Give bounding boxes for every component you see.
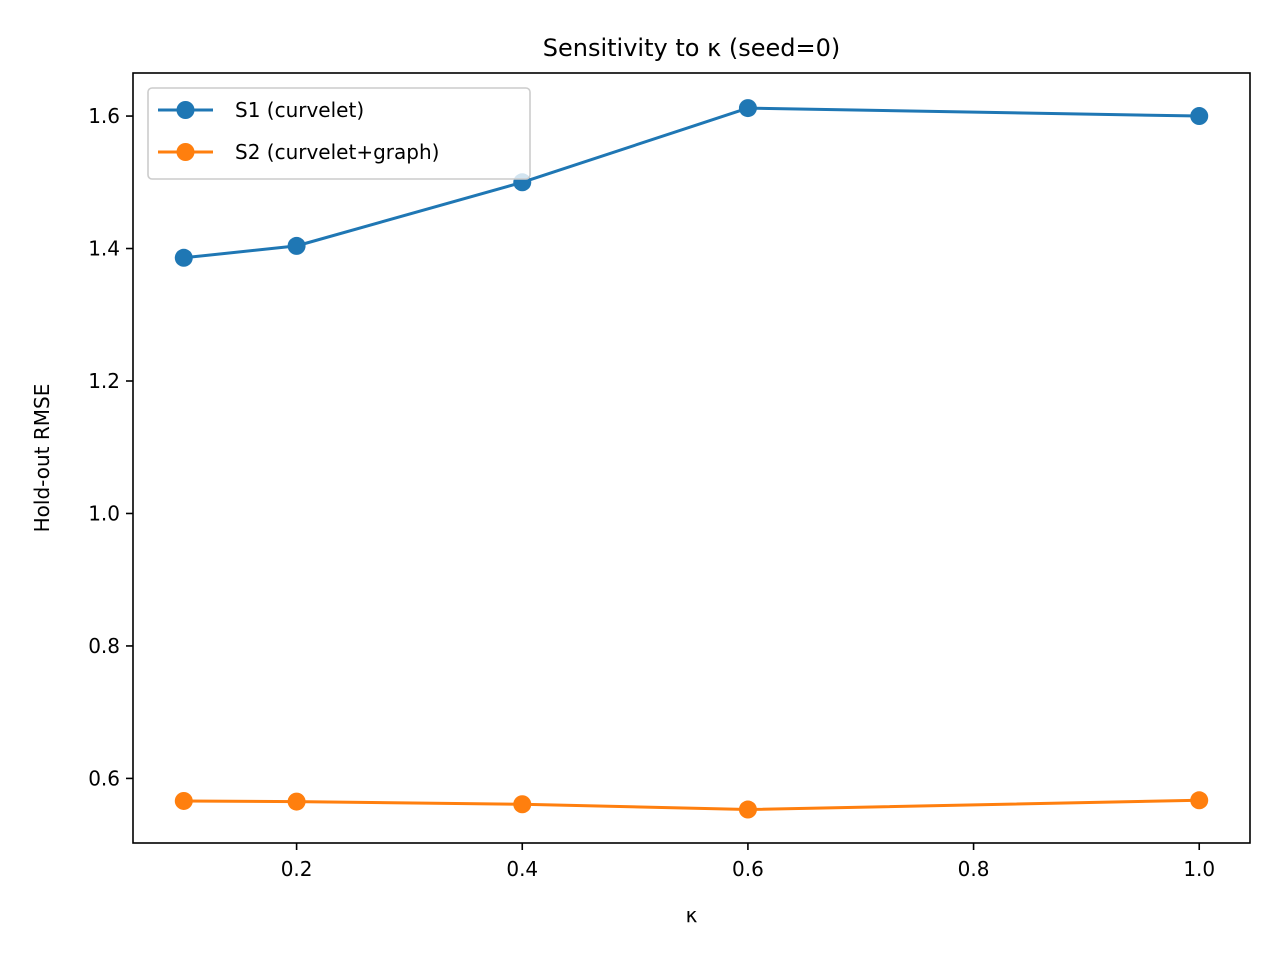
y-tick-label: 1.0 bbox=[88, 501, 120, 525]
plot-area-frame bbox=[132, 72, 1251, 844]
x-tick-label: 1.0 bbox=[1183, 857, 1215, 881]
x-tick-label: 0.6 bbox=[732, 857, 764, 881]
x-tick-label: 0.2 bbox=[281, 857, 313, 881]
data-point-s2 bbox=[287, 792, 306, 811]
legend-label-s1: S1 (curvelet) bbox=[235, 98, 364, 122]
data-point-s1 bbox=[1190, 107, 1209, 126]
series-layer bbox=[174, 99, 1209, 819]
x-axis-label: κ bbox=[686, 903, 698, 927]
y-tick-label: 0.6 bbox=[88, 766, 120, 790]
y-axis: 0.6 0.8 1.0 1.2 1.4 1.6 bbox=[88, 104, 133, 790]
y-tick-label: 1.4 bbox=[88, 237, 120, 261]
y-tick-label: 1.6 bbox=[88, 104, 120, 128]
data-point-s2 bbox=[738, 800, 757, 819]
legend-marker-s1 bbox=[176, 101, 195, 119]
data-point-s1 bbox=[287, 236, 306, 255]
data-point-s2 bbox=[174, 791, 193, 810]
chart-title: Sensitivity to κ (seed=0) bbox=[543, 34, 840, 62]
x-tick-label: 0.8 bbox=[958, 857, 990, 881]
series-line-s2 bbox=[183, 798, 1200, 812]
x-tick-label: 0.4 bbox=[506, 857, 538, 881]
legend-label-s2: S2 (curvelet+graph) bbox=[235, 140, 439, 164]
data-point-s2 bbox=[1190, 791, 1209, 810]
data-point-s2 bbox=[513, 795, 532, 814]
y-tick-label: 1.2 bbox=[88, 369, 120, 393]
y-axis-label: Hold-out RMSE bbox=[30, 384, 54, 533]
data-point-s1 bbox=[738, 99, 757, 118]
data-point-s1 bbox=[174, 248, 193, 267]
legend: S1 (curvelet) S2 (curvelet+graph) bbox=[147, 87, 531, 180]
x-axis: 0.2 0.4 0.6 0.8 1.0 bbox=[281, 843, 1215, 881]
legend-marker-s2 bbox=[176, 143, 195, 161]
legend-box bbox=[147, 87, 531, 180]
y-tick-label: 0.8 bbox=[88, 634, 120, 658]
